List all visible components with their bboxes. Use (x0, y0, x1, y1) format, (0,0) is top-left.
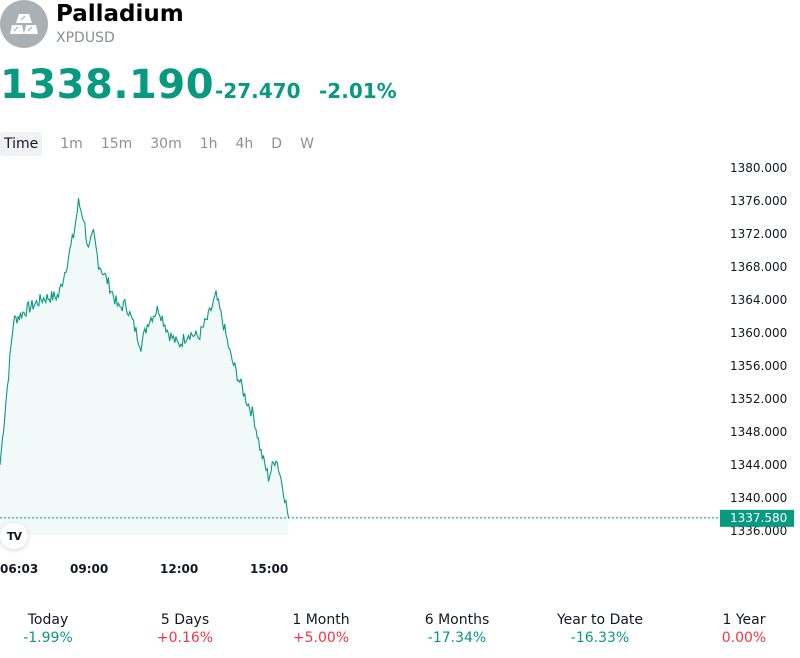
perf-label: 1 Month (292, 612, 350, 628)
perf-value: 0.00% (721, 630, 767, 646)
perf-label: Year to Date (556, 612, 644, 628)
perf-today[interactable]: Today -1.99% (0, 611, 108, 647)
header: Palladium XPDUSD (0, 0, 800, 52)
y-tick-label: 1352.000 (730, 392, 787, 406)
perf-label: 5 Days (160, 612, 210, 628)
chart-canvas[interactable]: 1380.000 1376.000 1372.000 1368.000 1364.000… (0, 158, 800, 588)
perf-label: Today (27, 612, 69, 628)
y-tick-label: 1368.000 (730, 260, 787, 274)
perf-1-month[interactable]: 1 Month +5.00% (261, 611, 381, 647)
tab-15m[interactable]: 15m (100, 136, 133, 152)
perf-5-days[interactable]: 5 Days +0.16% (125, 611, 245, 647)
perf-value: -17.34% (427, 630, 487, 646)
price-chart[interactable]: 1380.000 1376.000 1372.000 1368.000 1364.000… (0, 158, 800, 588)
price-area-fill (0, 198, 289, 535)
y-tick-label: 1380.000 (730, 161, 787, 175)
price-change-percent: -2.01% (319, 79, 397, 103)
y-tick-label: 1348.000 (730, 425, 787, 439)
last-price-label-bg (720, 509, 794, 527)
y-tick-label: 1356.000 (730, 359, 787, 373)
y-tick-label: 1344.000 (730, 458, 787, 472)
tab-time[interactable]: Time (0, 132, 43, 156)
tab-1h[interactable]: 1h (199, 136, 218, 152)
ticker-symbol: XPDUSD (56, 30, 115, 46)
perf-label: 6 Months (424, 612, 490, 628)
instrument-title: Palladium (56, 1, 184, 27)
last-price: 1338.190 (0, 62, 215, 108)
performance-strip: Today -1.99% 5 Days +0.16% 1 Month +5.00… (0, 611, 800, 651)
x-tick-label: 12:00 (160, 562, 198, 576)
price-line (0, 198, 290, 518)
tradingview-logo-icon[interactable]: TV (0, 523, 28, 549)
perf-1-year[interactable]: 1 Year 0.00% (684, 611, 800, 647)
tab-d[interactable]: D (271, 136, 283, 152)
y-tick-label: 1376.000 (730, 194, 787, 208)
perf-value: +5.00% (292, 630, 350, 646)
tab-1m[interactable]: 1m (60, 136, 83, 152)
x-tick-label: 15:00 (250, 562, 288, 576)
perf-value: +0.16% (156, 630, 214, 646)
price-change: -27.470 (215, 79, 301, 103)
last-price-label: 1337.580 (730, 511, 787, 525)
perf-value: -16.33% (570, 630, 630, 646)
tab-4h[interactable]: 4h (235, 136, 254, 152)
tab-w[interactable]: W (300, 136, 314, 152)
perf-6-months[interactable]: 6 Months -17.34% (397, 611, 517, 647)
metal-bars-icon (0, 0, 48, 48)
x-tick-label: 06:03 (0, 562, 38, 576)
y-tick-label: 1340.000 (730, 491, 787, 505)
y-tick-label: 1364.000 (730, 293, 787, 307)
perf-year-to-date[interactable]: Year to Date -16.33% (540, 611, 660, 647)
interval-tabs: Time 1m 15m 30m 1h 4h D W (0, 132, 323, 156)
y-tick-label: 1336.000 (730, 524, 787, 538)
tab-30m[interactable]: 30m (150, 136, 182, 152)
x-tick-label: 09:00 (70, 562, 108, 576)
y-tick-label: 1372.000 (730, 227, 787, 241)
badge-text: TV (6, 529, 22, 543)
y-tick-label: 1360.000 (730, 326, 787, 340)
perf-value: -1.99% (23, 630, 73, 646)
perf-label: 1 Year (722, 612, 766, 628)
